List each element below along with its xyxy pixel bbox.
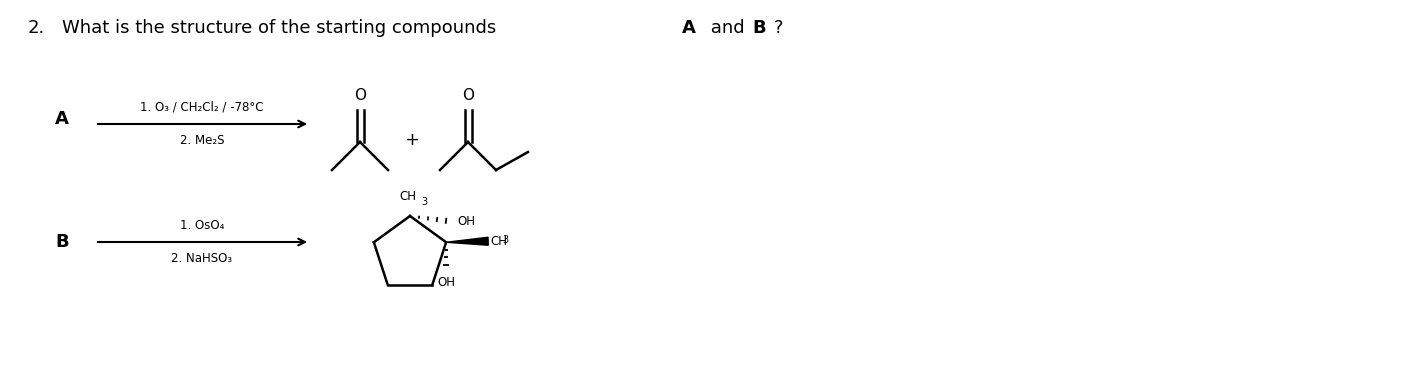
Text: and: and [705,19,750,37]
Text: 1. OsO₄: 1. OsO₄ [180,219,224,232]
Polygon shape [446,237,489,245]
Text: What is the structure of the starting compounds: What is the structure of the starting co… [62,19,503,37]
Text: 3: 3 [421,197,428,207]
Text: CH: CH [400,190,417,203]
Text: A: A [681,19,696,37]
Text: B: B [55,233,69,251]
Text: O: O [353,88,366,103]
Text: OH: OH [458,214,474,227]
Text: 2. NaHSO₃: 2. NaHSO₃ [172,252,232,265]
Text: 3: 3 [503,235,508,245]
Text: +: + [404,131,420,149]
Text: A: A [55,110,69,128]
Text: 2.: 2. [28,19,45,37]
Text: ?: ? [774,19,783,37]
Text: O: O [462,88,474,103]
Text: CH: CH [490,235,507,248]
Text: OH: OH [436,276,455,289]
Text: 2. Me₂S: 2. Me₂S [180,134,224,147]
Text: 1. O₃ / CH₂Cl₂ / -78°C: 1. O₃ / CH₂Cl₂ / -78°C [141,101,263,114]
Text: B: B [752,19,766,37]
